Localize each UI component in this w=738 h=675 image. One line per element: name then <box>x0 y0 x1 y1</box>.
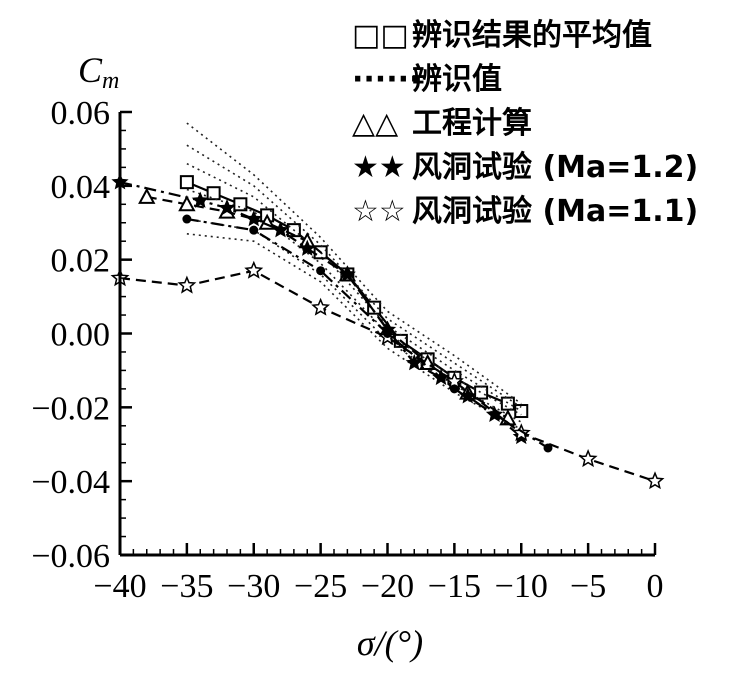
legend-item: ☆☆ 风洞试验 (Ma=1.1) <box>352 194 698 229</box>
legend: □□ 辨识结果的平均值······辨识值△△ 工程计算★★ 风洞试验 (Ma=1.2)… <box>352 18 698 229</box>
data-point-dot <box>449 384 459 394</box>
legend-item: △△ 工程计算 <box>352 106 532 141</box>
data-point-dot <box>249 225 259 235</box>
data-point-triangle <box>178 195 196 212</box>
y-tick-label: 0.00 <box>51 317 111 354</box>
data-point-square <box>179 175 194 190</box>
series-line <box>146 195 509 420</box>
data-point-star <box>271 221 290 238</box>
y-tick-label: 0.02 <box>51 243 111 280</box>
x-tick-label: −30 <box>227 568 280 605</box>
legend-item: ······辨识值 <box>352 62 502 97</box>
data-point-triangle <box>138 187 156 204</box>
legend-label: 辨识值 <box>412 62 502 97</box>
y-tick-label: 0.06 <box>51 95 111 132</box>
legend-item: ★★ 风洞试验 (Ma=1.2) <box>352 150 698 185</box>
series-4 <box>110 260 665 490</box>
data-point-star <box>338 265 356 282</box>
data-point-star <box>405 354 423 371</box>
legend-symbol: △△ <box>352 106 398 141</box>
x-tick-label: −10 <box>495 568 548 605</box>
x-tick-label: −25 <box>294 568 347 605</box>
data-point-star <box>191 191 209 208</box>
x-tick-label: 0 <box>647 568 664 605</box>
y-tick-label: −0.02 <box>31 390 110 427</box>
data-point-square <box>500 396 515 411</box>
y-tick-label: −0.06 <box>31 538 110 575</box>
data-point-open-star <box>177 275 197 294</box>
series-5 <box>182 214 553 453</box>
y-axis-title: Cm <box>78 50 119 94</box>
x-tick-label: −15 <box>428 568 481 605</box>
legend-label: 工程计算 <box>412 106 532 141</box>
legend-symbol: ★★ <box>352 150 406 185</box>
legend-symbol: ☆☆ <box>352 194 406 229</box>
x-tick-label: −35 <box>160 568 213 605</box>
data-point-star <box>218 199 236 216</box>
data-point-star <box>298 239 316 256</box>
data-point-square <box>367 300 382 315</box>
data-point-dot <box>182 214 192 224</box>
data-point-square <box>474 385 489 400</box>
plot-area <box>110 122 665 490</box>
series-line <box>119 269 656 483</box>
legend-symbol: ······ <box>352 62 420 97</box>
data-point-open-star <box>645 471 665 490</box>
identified-curve <box>186 233 522 431</box>
data-point-dot <box>543 443 553 453</box>
x-tick-label: −40 <box>93 568 146 605</box>
x-axis-title: σ/(°) <box>357 623 423 663</box>
data-point-square <box>206 186 221 201</box>
y-tick-label: 0.04 <box>51 169 111 206</box>
legend-label: 风洞试验 (Ma=1.1) <box>412 194 698 229</box>
x-tick-label: −5 <box>570 568 606 605</box>
data-point-dot <box>316 266 326 276</box>
y-tick-label: −0.04 <box>31 464 110 501</box>
legend-label: 风洞试验 (Ma=1.2) <box>412 150 698 185</box>
data-point-dot <box>383 329 392 338</box>
legend-symbol: □□ <box>352 18 409 53</box>
ticks: 0.06 0.04 0.02 0.00 −0.02 −0.04 −0.06−40 −35 −30… <box>31 50 663 663</box>
data-point-star <box>459 387 477 404</box>
identified-curve <box>186 162 522 412</box>
legend-label: 辨识结果的平均值 <box>412 18 652 53</box>
data-point-open-star <box>311 297 331 316</box>
legend-item: □□ 辨识结果的平均值 <box>352 18 652 53</box>
data-point-square <box>514 404 529 419</box>
data-point-open-star <box>244 260 264 279</box>
x-tick-label: −20 <box>361 568 414 605</box>
data-point-star <box>245 210 263 227</box>
series-line <box>186 217 549 449</box>
data-point-open-star <box>511 423 531 442</box>
data-point-open-star <box>578 449 598 468</box>
data-point-square <box>233 197 248 212</box>
